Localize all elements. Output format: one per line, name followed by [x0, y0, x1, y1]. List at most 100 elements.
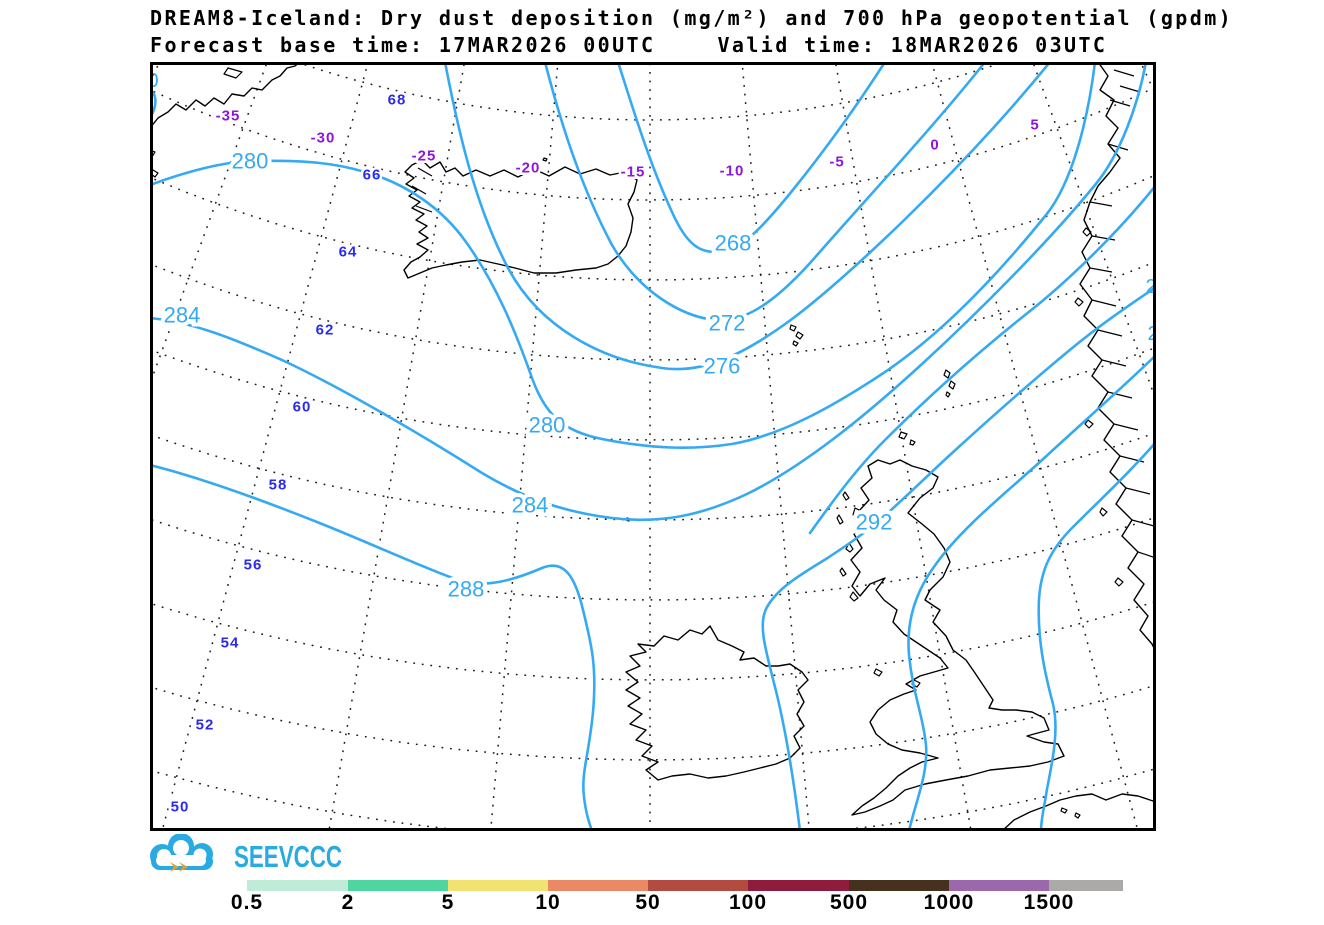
coastline [850, 459, 1065, 816]
fjord-line [1091, 299, 1117, 307]
contour-label: 280 [232, 149, 269, 174]
island [1099, 507, 1108, 517]
geopotential-contour-292 [761, 285, 1156, 831]
latitude-label: 64 [339, 244, 358, 261]
fjord-line [417, 167, 433, 177]
coastline [150, 62, 301, 129]
geopotential-contour-284 [150, 62, 1148, 522]
island [1074, 297, 1084, 307]
longitude-label: -10 [720, 163, 745, 180]
longitude-label: -25 [412, 148, 437, 165]
graticule-parallel [150, 431, 1156, 521]
island [795, 331, 804, 340]
latitude-label: 56 [244, 557, 263, 574]
island [1084, 419, 1094, 429]
clipped-contour-label: 0 [150, 70, 159, 92]
graticule-meridian [1125, 62, 1156, 803]
graticule-meridian [489, 62, 559, 831]
graticule-parallel [150, 575, 1156, 831]
island [223, 67, 243, 79]
geopotential-contour-276 [443, 62, 1052, 371]
island [792, 340, 799, 347]
island [948, 380, 956, 390]
longitude-label: 5 [1030, 117, 1039, 134]
island [842, 491, 850, 501]
island [943, 369, 951, 379]
island [873, 668, 883, 677]
longitude-label: -30 [311, 130, 336, 147]
graticule-parallel [150, 516, 1156, 601]
valid-time: Valid time: 18MAR2026 03UTC [717, 33, 1108, 57]
graticule-parallel [150, 174, 1156, 281]
graticule-meridian [150, 62, 175, 803]
colorbar-label: 5 [441, 891, 455, 914]
contour-label: 272 [709, 311, 746, 336]
colorbar-label: 1000 [923, 891, 975, 914]
longitude-label: -15 [621, 164, 646, 181]
geopotential-contour-296 [907, 353, 1156, 831]
colorbar-label: 500 [829, 891, 869, 914]
fjord-line [415, 205, 433, 213]
graticule-parallel [293, 62, 1007, 121]
chart-subtitle: Forecast base time: 17MAR2026 00UTC Valid… [150, 32, 1233, 59]
colorbar-segment [247, 880, 348, 891]
colorbar-label: 0.5 [230, 891, 264, 914]
island [909, 439, 916, 446]
longitude-label: -20 [516, 160, 541, 177]
island [849, 591, 859, 602]
graticule-meridian [931, 62, 1139, 831]
colorbar-segment [548, 880, 648, 891]
geopotential-contour-280 [150, 62, 1097, 450]
colorbar-segment [849, 880, 949, 891]
graticule-meridian [328, 62, 466, 831]
latitude-label: 52 [196, 717, 215, 734]
coastline [1079, 62, 1156, 653]
graticule-meridian [161, 62, 369, 831]
contour-label: 284 [512, 493, 549, 518]
geopotential-contour-288 [150, 463, 596, 831]
fjord-line [411, 185, 427, 195]
longitude-label: 0 [930, 137, 939, 154]
cloud-icon [150, 834, 213, 872]
contour-label: 280 [529, 413, 566, 438]
deposition-colorbar: 0.5 2 5 10 50 100 500 1000 1500 [231, 880, 1123, 920]
fjord-line [1113, 69, 1135, 77]
fjord-line [1107, 391, 1133, 399]
fjord-line [1089, 267, 1113, 273]
colorbar-segment [949, 880, 1049, 891]
coastline [1001, 793, 1156, 831]
geopotential-contour-268 [616, 62, 887, 254]
fjord-line [1091, 235, 1116, 241]
colorbar-label: 10 [535, 891, 561, 914]
forecast-base-time: Forecast base time: 17MAR2026 00UTC [150, 33, 656, 57]
island [1060, 807, 1068, 814]
graticule-parallel [150, 346, 1156, 441]
graticule-parallel [150, 86, 1156, 201]
island [836, 514, 844, 525]
logo-text: SEEVCCC [234, 839, 342, 874]
fjord-line [1089, 201, 1113, 207]
seevccc-logo: SEEVCCC [150, 834, 342, 874]
map-frame [150, 62, 1156, 831]
island [839, 567, 847, 577]
latitude-label: 68 [388, 92, 407, 109]
fjord-line [1101, 359, 1127, 367]
colorbar-label: 1500 [1023, 891, 1075, 914]
island [852, 507, 864, 519]
latitude-label: 62 [316, 322, 335, 339]
island [945, 391, 951, 398]
island [1082, 227, 1092, 237]
clipped-contour-label: 2 [1147, 323, 1156, 345]
island [845, 542, 854, 553]
longitude-label: -5 [829, 154, 844, 171]
contour-label: 284 [164, 303, 201, 328]
graticule-meridian [741, 62, 811, 831]
colorbar-label: 50 [635, 891, 661, 914]
island [1074, 812, 1081, 819]
colorbar-label: 2 [341, 891, 355, 914]
fjord-line [1109, 99, 1131, 107]
fjord-line [1125, 487, 1151, 495]
contour-label: 268 [715, 231, 752, 256]
colorbar-segment [648, 880, 748, 891]
graticule-meridian [1032, 62, 1156, 403]
